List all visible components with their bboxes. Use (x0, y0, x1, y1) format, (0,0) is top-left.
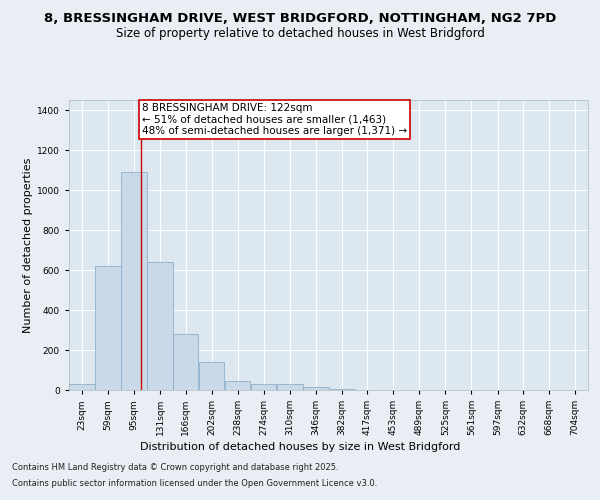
Bar (95, 266, 121, 390)
Bar (225, 381, 250, 390)
Bar (199, 362, 224, 390)
Bar (121, 172, 147, 390)
Bar (251, 384, 277, 390)
Bar (303, 387, 329, 390)
Text: Contains HM Land Registry data © Crown copyright and database right 2025.: Contains HM Land Registry data © Crown c… (12, 464, 338, 472)
Text: Distribution of detached houses by size in West Bridgford: Distribution of detached houses by size … (140, 442, 460, 452)
Bar (148, 262, 173, 390)
Text: 8, BRESSINGHAM DRIVE, WEST BRIDGFORD, NOTTINGHAM, NG2 7PD: 8, BRESSINGHAM DRIVE, WEST BRIDGFORD, NO… (44, 12, 556, 26)
Text: Size of property relative to detached houses in West Bridgford: Size of property relative to detached ho… (116, 28, 484, 40)
Bar (277, 384, 302, 390)
Bar (173, 334, 198, 390)
Bar (69, 384, 95, 390)
Bar (329, 389, 355, 390)
Y-axis label: Number of detached properties: Number of detached properties (23, 158, 33, 332)
Text: 8 BRESSINGHAM DRIVE: 122sqm
← 51% of detached houses are smaller (1,463)
48% of : 8 BRESSINGHAM DRIVE: 122sqm ← 51% of det… (142, 103, 407, 136)
Text: Contains public sector information licensed under the Open Government Licence v3: Contains public sector information licen… (12, 478, 377, 488)
